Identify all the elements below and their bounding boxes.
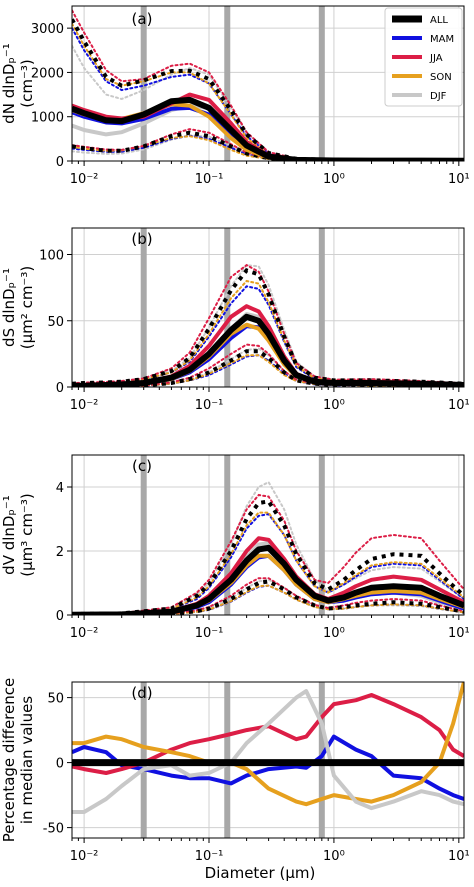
x-tick-label: 10¹ — [448, 849, 470, 864]
series-all-median — [72, 313, 464, 387]
x-tick-label: 10⁻² — [70, 398, 99, 413]
x-tick-label: 10⁻² — [70, 172, 99, 187]
y-axis-label: (cm⁻³) — [18, 59, 36, 108]
y-tick-label: 1000 — [31, 111, 64, 126]
panel-label: (c) — [132, 457, 152, 475]
y-tick-label: 50 — [47, 315, 64, 330]
x-tick-label: 10¹ — [448, 626, 470, 641]
x-tick-label: 10⁻¹ — [195, 849, 224, 864]
y-tick-label: 0 — [56, 757, 64, 772]
panel-1: 10⁻² 10⁻¹ 10⁰ 10¹ 0 1000 2000 3000 (a) dN dlnDₚ⁻¹… — [0, 5, 470, 187]
y-tick-label: 0 — [56, 609, 64, 624]
x-tick-label: 10⁻¹ — [195, 398, 224, 413]
legend-label-djf: DJF — [430, 91, 447, 102]
y-tick-label: 2000 — [31, 66, 64, 81]
legend-label-jja: JJA — [429, 53, 443, 64]
y-tick-label: 4 — [56, 481, 64, 496]
panel-label: (a) — [132, 10, 153, 28]
x-tick-label: 10⁻² — [70, 849, 99, 864]
plot-frame — [71, 227, 465, 388]
plot-frame — [71, 454, 465, 616]
panel-3: 10⁻² 10⁻¹ 10⁰ 10¹ 0 2 4 (c) dV dlnDₚ⁻¹ (μm³ cm⁻³) — [0, 454, 470, 641]
series-all-p75 — [72, 18, 464, 161]
legend-label-all: ALL — [430, 15, 448, 26]
x-tick-label: 10⁻¹ — [195, 626, 224, 641]
x-tick-label: 10¹ — [448, 172, 470, 187]
y-tick-label: -50 — [43, 822, 64, 837]
x-tick-label: 10⁰ — [323, 849, 345, 864]
y-axis-label: (μm² cm⁻³) — [18, 266, 36, 349]
x-tick-label: 10⁰ — [323, 398, 345, 413]
legend: ALL MAM JJA SON DJF — [384, 7, 463, 107]
y-axis-label: (μm³ cm⁻³) — [18, 493, 36, 576]
y-axis-label: dV dlnDₚ⁻¹ — [0, 495, 18, 575]
y-tick-label: 3000 — [31, 22, 64, 37]
legend-box — [384, 7, 463, 107]
series-all-median — [72, 544, 464, 615]
y-tick-label: 100 — [39, 249, 64, 264]
x-axis-title: Diameter (μm) — [205, 864, 316, 882]
x-tick-label: 10⁻² — [70, 626, 99, 641]
y-tick-label: 50 — [47, 692, 64, 707]
series-son-median — [72, 682, 464, 807]
x-tick-label: 10⁰ — [323, 172, 345, 187]
y-tick-label: 0 — [56, 381, 64, 396]
series-djf-p75 — [72, 480, 464, 615]
x-tick-label: 10¹ — [448, 398, 470, 413]
panel-label: (b) — [131, 230, 152, 248]
y-axis-label: dN dlnDₚ⁻¹ — [0, 43, 18, 124]
panel-label: (d) — [131, 684, 152, 702]
series-jja-p25 — [72, 577, 464, 615]
panel-2: 10⁻² 10⁻¹ 10⁰ 10¹ 0 50 100 (b) dS dlnDₚ⁻¹ (μm² cm… — [0, 227, 470, 413]
series-all-p25 — [72, 579, 464, 615]
legend-label-son: SON — [430, 72, 452, 83]
y-tick-label: 0 — [56, 155, 64, 170]
panel-4: 10⁻² 10⁻¹ 10⁰ 10¹ -50 0 50 (d) Percentage differ… — [0, 678, 470, 864]
series-group — [72, 480, 464, 615]
series-djf-median — [72, 689, 464, 814]
plot-frame — [71, 5, 465, 162]
y-axis-label: in median values — [18, 696, 36, 824]
x-tick-label: 10⁻¹ — [195, 172, 224, 187]
series-group — [72, 263, 464, 387]
series-group — [72, 682, 464, 814]
y-axis-label: dS dlnDₚ⁻¹ — [0, 268, 18, 347]
y-tick-label: 2 — [56, 545, 64, 560]
x-tick-label: 10⁰ — [323, 626, 345, 641]
y-axis-label: Percentage difference — [0, 678, 18, 842]
plot-frame — [71, 681, 465, 839]
legend-label-mam: MAM — [430, 34, 454, 45]
series-jja-median — [72, 304, 464, 387]
